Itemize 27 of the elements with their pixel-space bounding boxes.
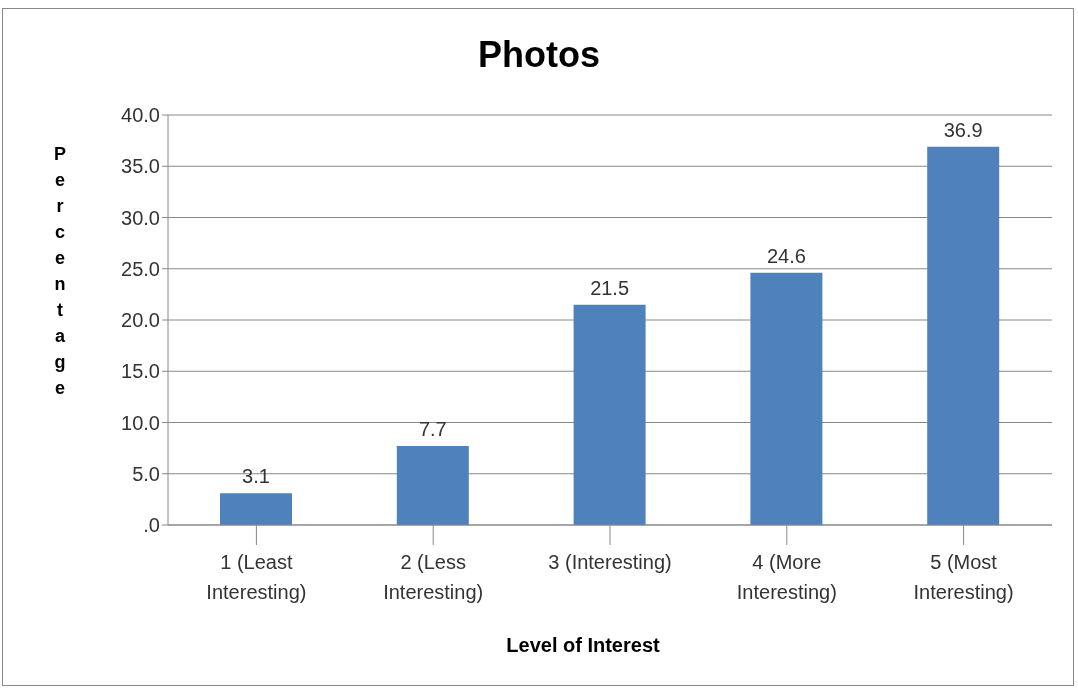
x-tick-label: 2 (Less Interesting): [383, 551, 484, 603]
data-label: 24.6: [766, 244, 806, 267]
y-tick-label: 35.0: [121, 155, 160, 178]
x-tick-label: 5 (Most Interesting): [913, 551, 1014, 603]
y-tick-label: .0: [143, 514, 160, 537]
x-tick-label: 1 (Least Interesting): [206, 551, 307, 603]
chart-title: Photos: [477, 34, 601, 76]
bar: [573, 304, 646, 525]
data-label: 7.7: [418, 418, 447, 441]
bar: [750, 272, 823, 525]
y-tick-label: 40.0: [121, 104, 160, 127]
data-label: 3.1: [242, 465, 270, 488]
bar: [927, 146, 1000, 525]
data-label: 36.9: [943, 118, 983, 141]
y-tick-label: 10.0: [121, 411, 160, 434]
y-tick-label: 5.0: [132, 462, 160, 485]
y-tick-label: 15.0: [121, 360, 160, 383]
y-tick-label: 30.0: [121, 206, 160, 229]
bar: [396, 446, 469, 525]
bar: [220, 493, 292, 525]
text: Percentage: [53, 144, 67, 398]
data-label: 21.5: [590, 276, 630, 299]
x-axis-title: Level of Interest: [505, 634, 661, 657]
y-tick-label: 20.0: [121, 309, 160, 332]
y-tick-label: 25.0: [121, 257, 160, 280]
x-tick-label: 4 (More Interesting): [736, 551, 837, 603]
x-tick-label: 3 (Interesting): [548, 551, 672, 573]
